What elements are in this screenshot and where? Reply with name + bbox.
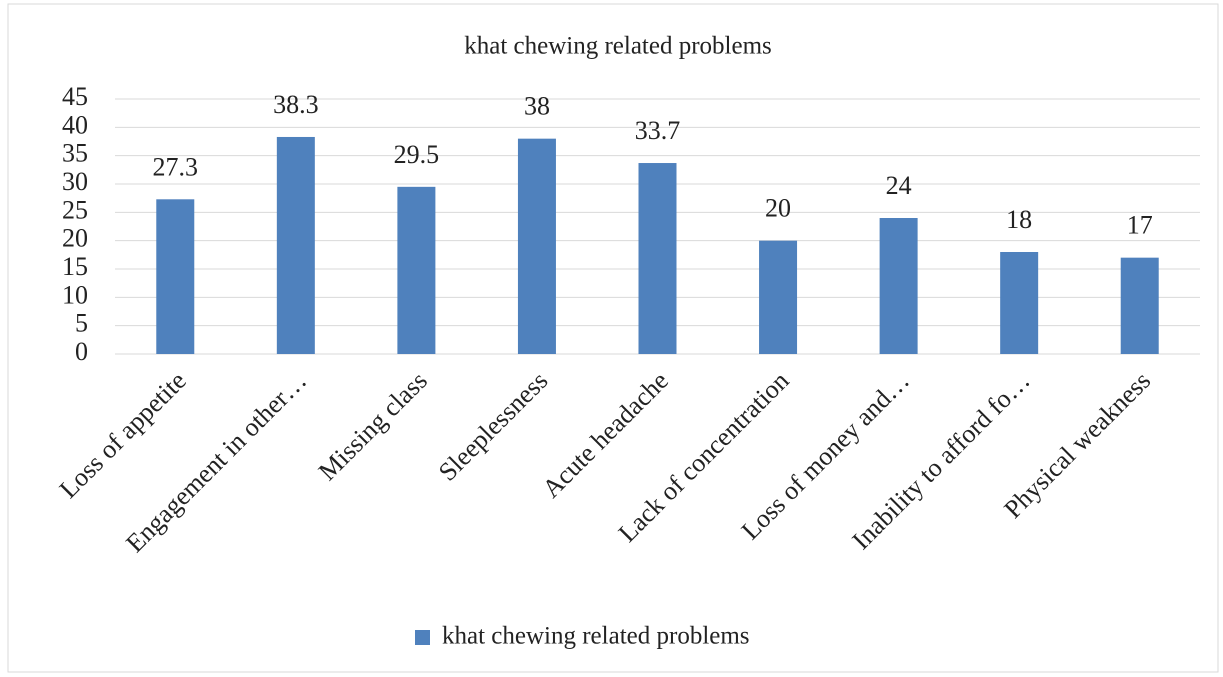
y-tick-label: 35 xyxy=(62,139,88,168)
bar xyxy=(1120,257,1159,354)
y-tick-label: 45 xyxy=(62,82,88,111)
legend-swatch xyxy=(415,630,430,645)
data-label: 27.3 xyxy=(153,152,199,181)
chart-title: khat chewing related problems xyxy=(464,33,772,60)
bar xyxy=(156,199,195,354)
data-label: 33.7 xyxy=(635,116,681,145)
data-label: 29.5 xyxy=(394,140,440,169)
y-tick-label: 20 xyxy=(62,224,88,253)
bar xyxy=(517,138,556,354)
bar xyxy=(638,163,677,354)
data-label: 38.3 xyxy=(273,90,319,119)
data-label: 38 xyxy=(524,92,550,121)
bar xyxy=(879,218,918,354)
data-label: 17 xyxy=(1127,211,1153,240)
data-label: 18 xyxy=(1006,205,1032,234)
y-tick-label: 10 xyxy=(62,280,88,309)
bar xyxy=(397,186,436,354)
bar xyxy=(1000,252,1039,354)
y-tick-label: 5 xyxy=(75,309,88,338)
y-tick-label: 15 xyxy=(62,252,88,281)
legend-label: khat chewing related problems xyxy=(442,623,750,650)
data-label: 20 xyxy=(765,194,791,223)
y-tick-label: 30 xyxy=(62,167,88,196)
y-tick-label: 0 xyxy=(75,337,88,366)
y-tick-label: 40 xyxy=(62,110,88,139)
bar xyxy=(759,240,798,354)
y-tick-label: 25 xyxy=(62,195,88,224)
data-label: 24 xyxy=(886,171,912,200)
bar xyxy=(276,136,315,354)
